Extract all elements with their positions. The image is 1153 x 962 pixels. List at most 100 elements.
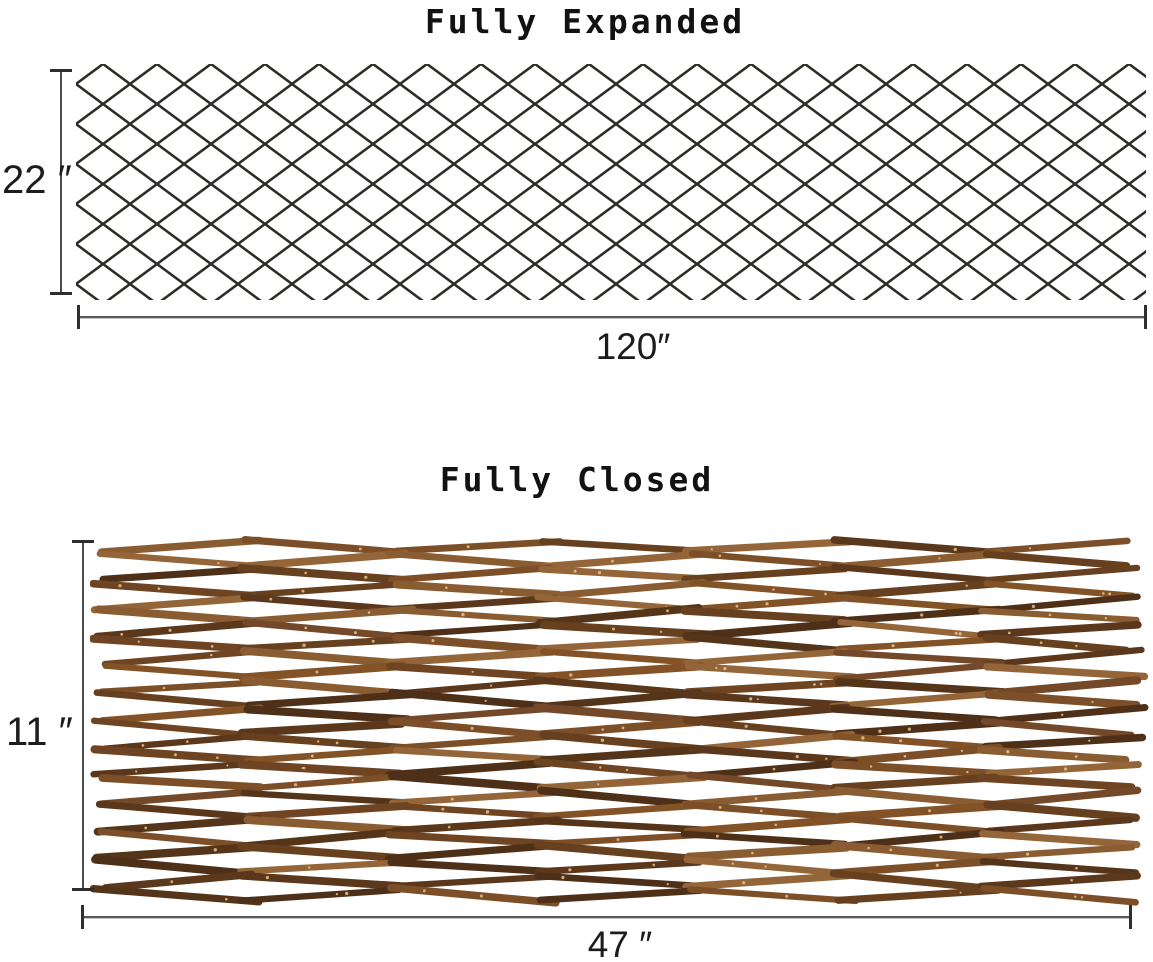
stick-speckle bbox=[568, 868, 572, 872]
willow-stick bbox=[241, 732, 413, 752]
willow-stick bbox=[686, 771, 853, 794]
stick-speckle bbox=[441, 807, 445, 811]
willow-stick bbox=[536, 773, 709, 792]
closed-height-label: 11 ″ bbox=[6, 710, 73, 754]
willow-stick bbox=[977, 620, 1142, 639]
willow-stick bbox=[681, 565, 849, 583]
stick-speckle bbox=[966, 770, 969, 774]
willow-stick bbox=[243, 705, 413, 724]
willow-stick bbox=[392, 580, 563, 599]
willow-stick bbox=[98, 704, 265, 725]
willow-stick bbox=[392, 621, 560, 639]
expanded-trellis-graphic bbox=[76, 64, 1146, 300]
stick-speckle bbox=[765, 602, 769, 606]
stick-speckle bbox=[718, 554, 722, 558]
willow-stick bbox=[834, 886, 1002, 904]
willow-stick bbox=[829, 869, 997, 893]
stick-speckle bbox=[903, 754, 907, 758]
stick-speckle bbox=[500, 590, 503, 593]
willow-stick bbox=[101, 647, 269, 668]
dimension-cap bbox=[81, 905, 84, 929]
closed-trellis-graphic bbox=[90, 535, 1149, 907]
stick-speckle bbox=[294, 783, 298, 787]
willow-stick bbox=[243, 605, 417, 626]
stick-speckle bbox=[490, 684, 493, 687]
willow-stick bbox=[98, 679, 261, 695]
stick-speckle bbox=[825, 757, 828, 760]
stick-speckle bbox=[186, 740, 189, 743]
willow-stick bbox=[387, 564, 554, 584]
stick-speckle bbox=[225, 897, 228, 901]
willow-stick bbox=[682, 618, 856, 641]
stick-speckle bbox=[1031, 604, 1035, 608]
stick-speckle bbox=[652, 863, 656, 867]
willow-stick bbox=[977, 844, 1136, 861]
willow-stick bbox=[243, 815, 419, 835]
stick-speckle bbox=[1070, 878, 1073, 882]
stick-speckle bbox=[666, 609, 669, 613]
stick-speckle bbox=[301, 589, 305, 593]
stick-speckle bbox=[869, 765, 873, 768]
stick-speckle bbox=[625, 768, 629, 772]
willow-stick bbox=[244, 690, 418, 710]
dimension-cap bbox=[50, 292, 72, 295]
willow-stick bbox=[682, 537, 855, 555]
stick-speckle bbox=[353, 631, 357, 635]
stick-speckle bbox=[310, 754, 314, 758]
stick-speckle bbox=[358, 547, 362, 551]
willow-stick bbox=[984, 704, 1149, 725]
stick-speckle bbox=[1074, 755, 1078, 758]
stick-speckle bbox=[422, 889, 426, 893]
closed-width-dimension-line bbox=[81, 905, 1132, 929]
stick-speckle bbox=[599, 766, 602, 769]
willow-stick bbox=[243, 745, 412, 764]
willow-stick bbox=[90, 760, 256, 778]
stick-speckle bbox=[335, 893, 338, 896]
willow-stick bbox=[983, 800, 1140, 822]
willow-stick bbox=[683, 815, 853, 836]
stick-speckle bbox=[173, 753, 177, 757]
expanded-height-dimension-line bbox=[50, 69, 72, 295]
willow-stick bbox=[979, 858, 1140, 876]
willow-stick bbox=[384, 842, 551, 863]
willow-stick bbox=[682, 871, 853, 891]
willow-stick bbox=[237, 842, 405, 863]
stick-speckle bbox=[484, 699, 487, 702]
stick-speckle bbox=[795, 755, 799, 759]
willow-stick bbox=[834, 549, 1005, 571]
willow-stick bbox=[532, 703, 708, 726]
willow-stick bbox=[94, 605, 259, 626]
expanded-height-label: 22 ″ bbox=[2, 158, 72, 202]
stick-speckle bbox=[710, 548, 713, 551]
willow-stick bbox=[390, 704, 560, 724]
willow-stick bbox=[540, 648, 709, 667]
stick-speckle bbox=[447, 825, 451, 829]
stick-speckle bbox=[144, 826, 148, 830]
willow-stick bbox=[533, 840, 707, 864]
willow-stick bbox=[984, 690, 1141, 710]
willow-stick bbox=[832, 857, 999, 877]
willow-stick bbox=[830, 840, 1005, 864]
willow-stick bbox=[687, 886, 859, 905]
willow-stick bbox=[99, 565, 264, 583]
willow-stick bbox=[387, 883, 560, 907]
stick-speckle bbox=[935, 863, 939, 867]
willow-stick bbox=[536, 689, 703, 711]
stick-speckle bbox=[450, 797, 454, 801]
stick-speckle bbox=[317, 740, 320, 743]
stick-speckle bbox=[367, 611, 371, 614]
willow-stick bbox=[393, 746, 559, 763]
willow-stick bbox=[239, 646, 410, 668]
stick-speckle bbox=[1102, 592, 1105, 595]
willow-stick bbox=[238, 549, 410, 571]
willow-stick bbox=[837, 618, 1002, 641]
stick-speckle bbox=[351, 779, 354, 782]
willow-stick bbox=[534, 858, 703, 876]
stick-speckle bbox=[170, 880, 174, 884]
willow-stick bbox=[688, 744, 861, 765]
lattice-area bbox=[76, 64, 1146, 300]
stick-speckle bbox=[772, 588, 775, 591]
stick-speckle bbox=[764, 865, 767, 868]
stick-speckle bbox=[141, 744, 145, 747]
